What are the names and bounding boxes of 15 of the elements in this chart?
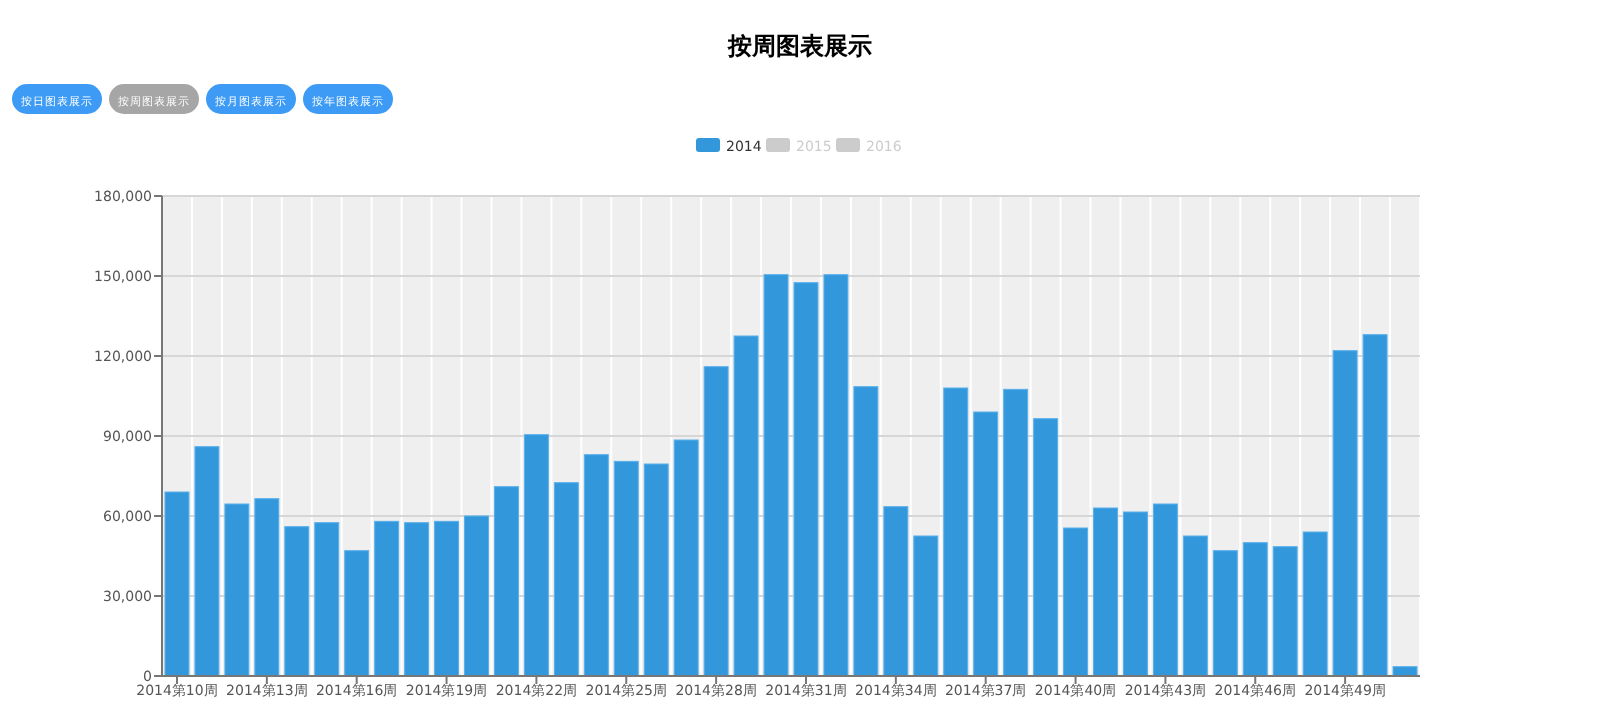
- bar: [1272, 546, 1298, 677]
- bar: [344, 550, 370, 677]
- bar: [1212, 550, 1238, 677]
- bar: [314, 522, 340, 677]
- chart-title: 按周图表展示: [726, 32, 872, 60]
- bar: [1242, 542, 1268, 677]
- bar: [404, 522, 430, 677]
- bar: [1392, 666, 1418, 677]
- bar: [434, 520, 460, 677]
- bar: [913, 535, 939, 677]
- bar: [1182, 535, 1208, 677]
- bar: [1302, 531, 1328, 677]
- bar: [1063, 527, 1089, 677]
- bar: [374, 520, 400, 677]
- bar: [284, 526, 310, 677]
